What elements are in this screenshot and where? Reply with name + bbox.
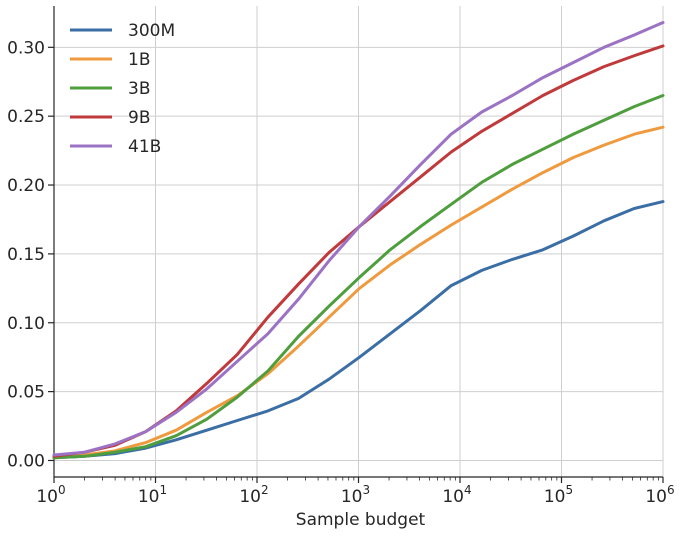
y-tick-label: 0.30	[7, 38, 45, 58]
series-line-41b	[52, 21, 665, 457]
y-tick-label: 0.20	[7, 176, 45, 196]
legend-label: 1B	[128, 50, 150, 70]
y-tick-label: 0.25	[7, 107, 45, 127]
legend-label: 41B	[128, 137, 161, 157]
y-tick-label: 0.10	[7, 314, 45, 334]
legend-label: 9B	[128, 108, 150, 128]
y-tick-label: 0.00	[7, 451, 45, 471]
series-line-3b	[52, 94, 665, 460]
x-tick-label: 102	[239, 483, 268, 507]
x-tick-label: 103	[341, 483, 370, 507]
y-tick-label: 0.05	[7, 383, 45, 403]
legend-label: 300M	[128, 21, 175, 41]
series-line-300m	[52, 200, 665, 460]
legend: 300M 1B 3B 9B 41B	[70, 21, 175, 157]
x-tick-label: 101	[138, 483, 167, 507]
x-tick-label: 106	[645, 483, 674, 507]
y-tick-label: 0.15	[7, 245, 45, 265]
series-line-1b	[52, 125, 665, 460]
x-tick-label: 105	[544, 483, 573, 507]
x-axis-title: Sample budget	[296, 510, 426, 530]
x-tick-label: 104	[442, 483, 471, 507]
axes: 100 101 102 103 104 105 106 0.00 0.05 0.10 0.15 0.2…	[7, 6, 675, 507]
legend-label: 3B	[128, 79, 150, 99]
series-lines	[52, 21, 665, 460]
grid	[53, 6, 664, 477]
x-tick-label: 100	[36, 483, 65, 507]
